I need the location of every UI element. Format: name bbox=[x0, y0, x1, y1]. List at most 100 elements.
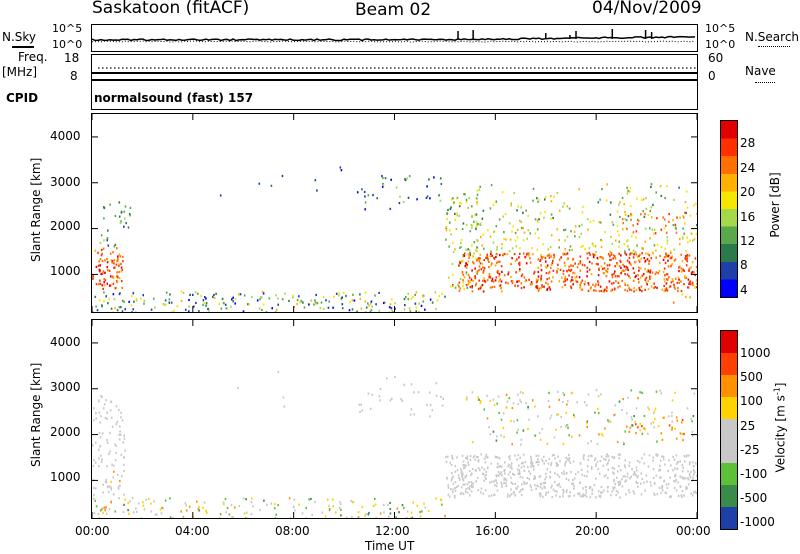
velocity-cell bbox=[553, 436, 556, 439]
velocity-cell bbox=[519, 472, 521, 475]
velocity-cell bbox=[421, 510, 423, 513]
velocity-cell bbox=[543, 485, 545, 488]
velocity-cell bbox=[503, 477, 506, 480]
velocity-cell bbox=[502, 412, 505, 415]
power-cell bbox=[655, 249, 657, 252]
power-cell bbox=[644, 240, 647, 243]
power-cell bbox=[639, 276, 642, 279]
power-cell bbox=[616, 230, 619, 233]
velocity-cell bbox=[475, 480, 477, 483]
velocity-cell bbox=[154, 513, 157, 516]
velocity-cell bbox=[527, 405, 529, 409]
power-cell bbox=[455, 228, 458, 231]
velocity-cell bbox=[495, 485, 498, 488]
velocity-cell bbox=[607, 486, 609, 489]
velocity-cell bbox=[590, 467, 593, 470]
power-cell bbox=[570, 264, 572, 267]
velocity-cell bbox=[656, 454, 659, 457]
power-cell bbox=[545, 260, 547, 263]
velocity-cell bbox=[630, 416, 633, 419]
velocity-cell bbox=[677, 494, 680, 498]
power-cell bbox=[548, 256, 551, 259]
velocity-cell bbox=[585, 495, 588, 498]
power-cell bbox=[414, 302, 417, 305]
power-cell bbox=[681, 235, 684, 238]
power-cell bbox=[98, 283, 100, 286]
velocity-cell bbox=[522, 462, 524, 465]
power-cell bbox=[370, 302, 372, 305]
velocity-cell bbox=[470, 490, 473, 493]
velocity-cell bbox=[466, 483, 469, 486]
velocity-cell bbox=[106, 465, 108, 468]
velocity-cell bbox=[557, 455, 559, 458]
velocity-cell bbox=[360, 403, 362, 406]
power-cell bbox=[135, 299, 138, 302]
velocity-cell bbox=[526, 482, 528, 485]
velocity-cell bbox=[647, 432, 649, 435]
power-cell bbox=[628, 275, 630, 278]
velocity-cell bbox=[619, 496, 621, 499]
power-cell bbox=[351, 299, 354, 302]
velocity-cell bbox=[119, 433, 122, 436]
power-cell bbox=[438, 194, 440, 197]
velocity-cell bbox=[692, 476, 694, 479]
velocity-cell bbox=[541, 460, 544, 463]
power-cell bbox=[114, 266, 116, 269]
power-cell bbox=[579, 262, 581, 265]
power-cell bbox=[469, 230, 472, 233]
velocity-cell bbox=[451, 454, 453, 457]
power-cell bbox=[537, 220, 539, 223]
power-cell bbox=[477, 258, 479, 261]
power-cell bbox=[680, 270, 683, 273]
velocity-cell bbox=[403, 506, 405, 510]
power-cell bbox=[467, 281, 470, 284]
velocity-cell bbox=[547, 399, 550, 403]
velocity-cell bbox=[681, 495, 683, 498]
power-cell bbox=[611, 288, 614, 291]
power-cell bbox=[688, 267, 691, 270]
power-cell bbox=[588, 247, 591, 250]
power-cell bbox=[495, 261, 498, 264]
power-cell bbox=[692, 239, 694, 242]
power-cell bbox=[475, 220, 478, 223]
velocity-cell bbox=[623, 464, 626, 467]
velocity-cell bbox=[115, 405, 118, 408]
power-cell bbox=[537, 237, 540, 240]
power-cell bbox=[630, 212, 632, 216]
velocity-cell bbox=[584, 401, 586, 404]
power-cell bbox=[589, 287, 592, 290]
power-cell bbox=[689, 239, 691, 242]
power-cell bbox=[642, 273, 645, 276]
power-cell bbox=[649, 227, 651, 230]
power-cell bbox=[599, 198, 601, 201]
velocity-cell bbox=[535, 487, 537, 490]
power-cell bbox=[618, 203, 620, 206]
power-cell bbox=[664, 218, 666, 221]
velocity-cell bbox=[127, 509, 129, 512]
velocity-cell bbox=[640, 493, 643, 496]
power-cell bbox=[132, 292, 135, 295]
velocity-panel bbox=[91, 319, 698, 519]
velocity-cell bbox=[123, 434, 125, 437]
power-cell bbox=[548, 270, 551, 274]
velocity-cell bbox=[555, 464, 558, 468]
velocity-cell bbox=[109, 409, 112, 412]
power-cell bbox=[666, 185, 668, 188]
velocity-cell bbox=[238, 505, 241, 508]
velocity-cell bbox=[607, 420, 610, 424]
power-cell bbox=[621, 218, 624, 221]
velocity-cell bbox=[639, 461, 641, 464]
power-cell bbox=[474, 227, 477, 230]
velocity-cell bbox=[639, 391, 641, 394]
power-cell bbox=[644, 288, 646, 291]
power-cell bbox=[491, 254, 493, 257]
power-cell bbox=[617, 286, 619, 289]
power-cell bbox=[603, 288, 606, 291]
velocity-cell bbox=[94, 499, 97, 502]
velocity-cell bbox=[522, 453, 525, 456]
velocity-cell bbox=[565, 460, 568, 463]
nsearch-legend-line bbox=[758, 46, 790, 47]
velocity-cell bbox=[398, 511, 400, 514]
power-cell bbox=[163, 303, 166, 307]
power-cell bbox=[638, 266, 640, 269]
